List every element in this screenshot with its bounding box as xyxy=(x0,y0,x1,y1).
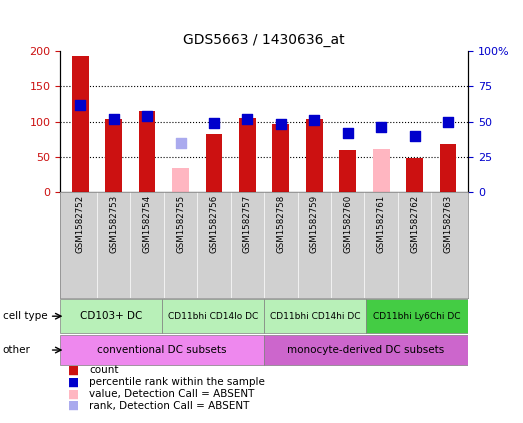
Point xyxy=(377,124,385,131)
Text: GSM1582760: GSM1582760 xyxy=(343,195,352,253)
Point xyxy=(411,132,419,139)
Point xyxy=(210,120,218,126)
Bar xyxy=(264,335,468,365)
Bar xyxy=(139,111,155,192)
Text: CD11bhi Ly6Chi DC: CD11bhi Ly6Chi DC xyxy=(373,312,461,321)
Bar xyxy=(239,118,256,192)
Bar xyxy=(206,135,222,192)
Text: cell type: cell type xyxy=(3,311,47,321)
Bar xyxy=(272,124,289,192)
Text: ■: ■ xyxy=(68,364,79,376)
Bar xyxy=(339,150,356,192)
Point xyxy=(109,115,118,122)
Text: ■: ■ xyxy=(68,399,79,412)
Point xyxy=(444,118,452,125)
Point xyxy=(344,129,352,136)
Text: GSM1582763: GSM1582763 xyxy=(444,195,452,253)
Bar xyxy=(440,143,457,192)
Title: GDS5663 / 1430636_at: GDS5663 / 1430636_at xyxy=(183,33,345,47)
Text: GSM1582755: GSM1582755 xyxy=(176,195,185,253)
Text: GSM1582758: GSM1582758 xyxy=(276,195,286,253)
Text: GSM1582759: GSM1582759 xyxy=(310,195,319,253)
Text: conventional DC subsets: conventional DC subsets xyxy=(97,345,227,355)
Text: count: count xyxy=(89,365,118,375)
Point xyxy=(310,117,319,124)
Text: CD103+ DC: CD103+ DC xyxy=(80,311,142,321)
Text: CD11bhi CD14hi DC: CD11bhi CD14hi DC xyxy=(270,312,360,321)
Text: GSM1582762: GSM1582762 xyxy=(410,195,419,253)
Point xyxy=(243,115,252,122)
Text: percentile rank within the sample: percentile rank within the sample xyxy=(89,377,265,387)
Bar xyxy=(172,168,189,192)
Text: monocyte-derived DC subsets: monocyte-derived DC subsets xyxy=(288,345,445,355)
Point xyxy=(176,140,185,146)
Text: ■: ■ xyxy=(68,376,79,388)
Bar xyxy=(264,299,366,333)
Point xyxy=(277,121,285,128)
Point xyxy=(76,101,84,108)
Bar xyxy=(105,119,122,192)
Bar xyxy=(162,299,264,333)
Text: ■: ■ xyxy=(68,387,79,400)
Point xyxy=(143,113,151,119)
Bar xyxy=(373,149,390,192)
Text: rank, Detection Call = ABSENT: rank, Detection Call = ABSENT xyxy=(89,401,249,411)
Text: GSM1582752: GSM1582752 xyxy=(76,195,85,253)
Text: GSM1582761: GSM1582761 xyxy=(377,195,385,253)
Text: other: other xyxy=(3,345,30,355)
Bar xyxy=(306,119,323,192)
Text: GSM1582756: GSM1582756 xyxy=(209,195,219,253)
Bar xyxy=(366,299,468,333)
Bar xyxy=(72,56,88,192)
Bar xyxy=(406,158,423,192)
Text: GSM1582757: GSM1582757 xyxy=(243,195,252,253)
Text: CD11bhi CD14lo DC: CD11bhi CD14lo DC xyxy=(168,312,258,321)
Text: value, Detection Call = ABSENT: value, Detection Call = ABSENT xyxy=(89,389,254,399)
Bar xyxy=(60,335,264,365)
Text: GSM1582754: GSM1582754 xyxy=(143,195,152,253)
Text: GSM1582753: GSM1582753 xyxy=(109,195,118,253)
Bar xyxy=(60,299,162,333)
